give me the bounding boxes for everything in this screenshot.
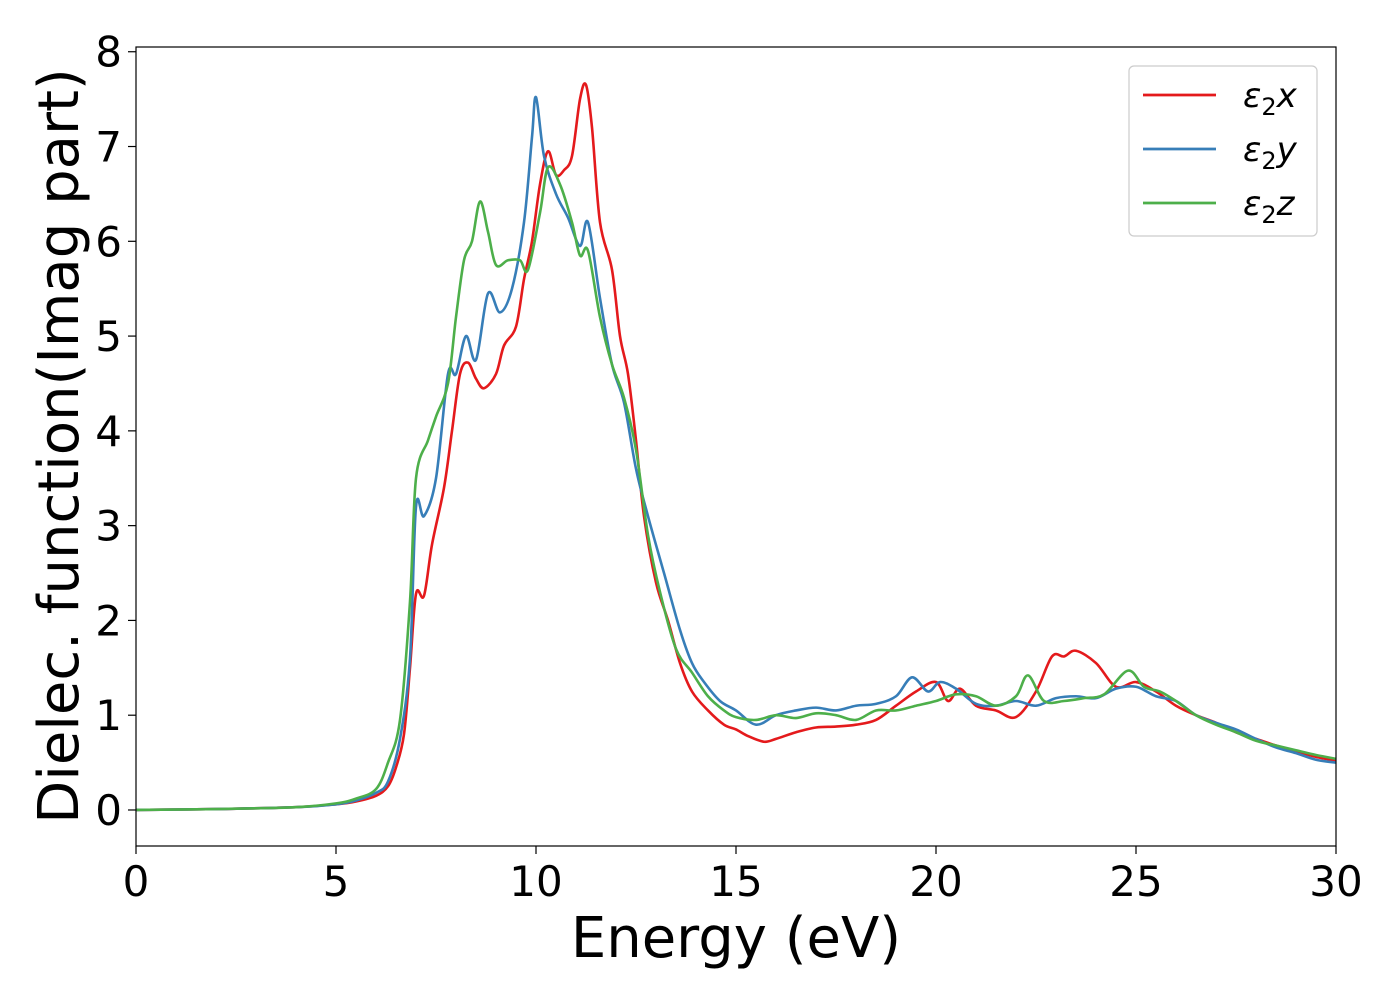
x-tick-label: 0: [123, 857, 150, 906]
x-tick-label: 20: [909, 857, 962, 906]
legend-box: [1128, 65, 1318, 237]
legend-label-y: ε2y: [1243, 130, 1298, 175]
y-tick-label: 6: [95, 217, 122, 266]
y-tick-label: 4: [95, 407, 122, 456]
y-tick-label: 5: [95, 312, 122, 361]
ticks-layer: 0 5 10 15 20 25 30 0 1 2 3 4 5 6 7 8: [95, 28, 1362, 906]
x-tick-label: 25: [1109, 857, 1162, 906]
y-tick-label: 7: [95, 123, 122, 172]
series-layer: [135, 82, 1337, 812]
y-tick-label: 8: [95, 28, 122, 77]
x-tick-label: 5: [323, 857, 350, 906]
series-line-z: [135, 165, 1337, 812]
x-tick-label: 10: [509, 857, 562, 906]
y-tick-label: 1: [95, 691, 122, 740]
y-tick-label: 3: [95, 502, 122, 551]
series-line-x: [135, 82, 1337, 812]
y-axis-title: Dielec. function(Imag part): [27, 68, 92, 824]
y-tick-label: 0: [95, 786, 122, 835]
x-tick-label: 15: [709, 857, 762, 906]
x-tick-label: 30: [1309, 857, 1362, 906]
x-axis-title: Energy (eV): [571, 906, 901, 971]
legend: ε2x ε2y ε2z: [1128, 65, 1318, 237]
y-tick-label: 2: [95, 596, 122, 645]
legend-label-z: ε2z: [1243, 184, 1296, 229]
legend-label-x: ε2x: [1243, 76, 1298, 121]
